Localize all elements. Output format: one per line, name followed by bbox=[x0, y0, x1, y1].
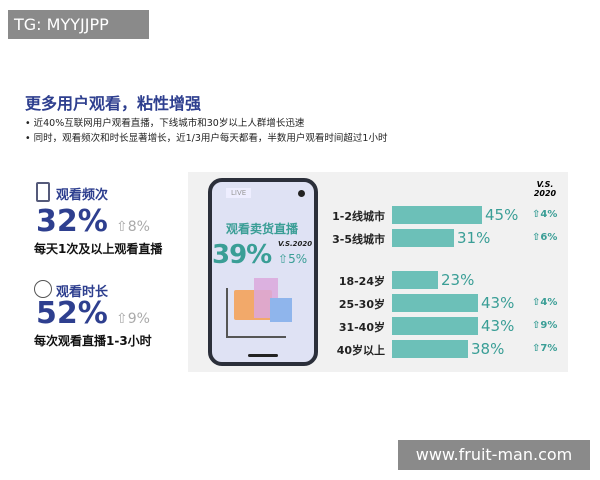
bar-change: ⇧7% bbox=[532, 343, 558, 354]
bar-value-label: 43% bbox=[481, 294, 515, 312]
shopping-bag-icon bbox=[270, 298, 292, 322]
bar-label: 3-5线城市 bbox=[332, 233, 385, 246]
stat-change-text: 8% bbox=[127, 219, 150, 235]
phone-headline: 观看卖货直播 bbox=[226, 222, 299, 236]
bar-change-text: 4% bbox=[540, 209, 558, 220]
bar-label: 25-30岁 bbox=[338, 298, 385, 311]
bar bbox=[392, 271, 438, 289]
bar-value-label: 45% bbox=[485, 206, 519, 224]
bullet-1: • 近40%互联网用户观看直播，下线城市和30岁以上人群增长迅速 bbox=[25, 118, 305, 129]
bar-change-text: 4% bbox=[540, 297, 558, 308]
bar-label: 40岁以上 bbox=[336, 344, 385, 357]
stat-value: 52% bbox=[36, 296, 108, 331]
bar-change-text: 6% bbox=[540, 232, 558, 243]
bullet-2: • 同时，观看频次和时长显著增长，近1/3用户每天都看，半数用户观看时间超过1小… bbox=[25, 133, 388, 144]
stat-heading: 观看频次 bbox=[56, 188, 109, 203]
phone-change-text: 5% bbox=[288, 252, 308, 266]
bar bbox=[392, 340, 468, 358]
bar-value-label: 23% bbox=[441, 271, 475, 289]
stat-heading: 观看时长 bbox=[56, 285, 109, 300]
home-bar bbox=[248, 354, 278, 357]
bar-change: ⇧4% bbox=[532, 297, 558, 308]
bar-value-label: 38% bbox=[471, 340, 505, 358]
bar bbox=[392, 317, 478, 335]
bar-change: ⇧4% bbox=[532, 209, 558, 220]
phone-icon bbox=[36, 182, 50, 202]
stat-value: 32% bbox=[36, 204, 108, 239]
bar-change-text: 9% bbox=[540, 320, 558, 331]
bar-value-label: 43% bbox=[481, 317, 515, 335]
phone-illustration: LIVE 观看卖货直播 39% V.S.2020 ⇧5% bbox=[208, 178, 318, 366]
watermark-top: TG: MYYJJPP bbox=[8, 10, 149, 39]
bar-change: ⇧9% bbox=[532, 320, 558, 331]
phone-value: 39% bbox=[212, 240, 272, 270]
bar-label: 1-2线城市 bbox=[332, 210, 385, 223]
bar bbox=[392, 206, 482, 224]
cart-icon bbox=[226, 288, 286, 338]
stat-change: ⇧9% bbox=[116, 311, 150, 327]
stat-desc: 每次观看直播1-3小时 bbox=[34, 334, 152, 348]
bar-label: 31-40岁 bbox=[338, 321, 385, 334]
stat-desc: 每天1次及以上观看直播 bbox=[34, 242, 163, 256]
phone-change: ⇧5% bbox=[278, 252, 308, 266]
page-title: 更多用户观看，粘性增强 bbox=[25, 94, 202, 113]
bar-label: 18-24岁 bbox=[338, 275, 385, 288]
bullet-text: 近40%互联网用户观看直播，下线城市和30岁以上人群增长迅速 bbox=[33, 118, 305, 129]
vs-header: V.S. 2020 bbox=[533, 180, 557, 198]
phone-vs: V.S.2020 bbox=[278, 240, 313, 248]
bar-value-label: 31% bbox=[457, 229, 491, 247]
bar-change-text: 7% bbox=[540, 343, 558, 354]
live-badge: LIVE bbox=[226, 188, 252, 198]
watermark-bottom: www.fruit-man.com bbox=[398, 440, 590, 470]
bar bbox=[392, 229, 454, 247]
bar-change: ⇧6% bbox=[532, 232, 558, 243]
bar bbox=[392, 294, 478, 312]
stat-change-text: 9% bbox=[127, 311, 150, 327]
camera-icon bbox=[298, 190, 305, 197]
bullet-text: 同时，观看频次和时长显著增长，近1/3用户每天都看，半数用户观看时间超过1小时 bbox=[33, 133, 388, 144]
stat-change: ⇧8% bbox=[116, 219, 150, 235]
clock-icon bbox=[34, 280, 52, 298]
